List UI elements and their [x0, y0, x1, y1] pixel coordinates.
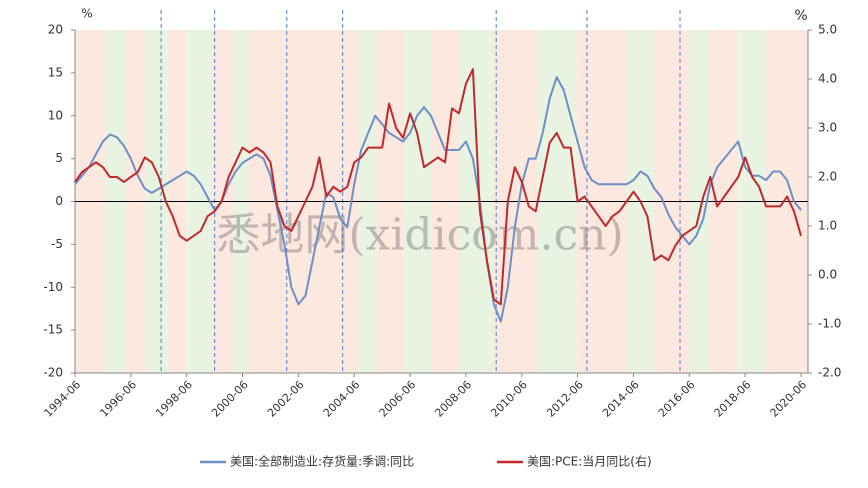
x-tick-label: 2008-06 — [432, 378, 474, 420]
series-line — [74, 68, 802, 306]
x-tick-label: 2004-06 — [321, 378, 363, 420]
y2-tick-label: -1.0 — [818, 317, 841, 331]
y2-tick-label: -2.0 — [818, 366, 841, 380]
x-tick-label: 2000-06 — [209, 378, 251, 420]
x-tick-label: 2012-06 — [544, 378, 586, 420]
y-tick-label: 10 — [48, 108, 63, 122]
x-tick-label: 1994-06 — [42, 378, 84, 420]
legend-label: 美国:PCE:当月同比(右) — [527, 454, 652, 469]
x-tick-label: 2014-06 — [600, 378, 642, 420]
x-tick-label: 2002-06 — [265, 378, 307, 420]
x-tick-label: 2010-06 — [488, 378, 530, 420]
y-tick-label: 5 — [55, 151, 63, 165]
y2-tick-label: 2.0 — [818, 170, 837, 184]
y2-tick-label: 5.0 — [818, 23, 837, 37]
y2-tick-label: 1.0 — [818, 219, 837, 233]
y2-tick-label: 0.0 — [818, 268, 837, 282]
y2-tick-label: 3.0 — [818, 121, 837, 135]
x-tick-label: 2016-06 — [656, 378, 698, 420]
series-line — [74, 76, 802, 323]
y-tick-label: -10 — [43, 280, 63, 294]
y-unit: % — [81, 7, 92, 21]
x-tick-label: 2006-06 — [377, 378, 419, 420]
watermark: 悉地网(xidicom.cn) — [216, 210, 623, 261]
y-tick-label: 20 — [48, 23, 63, 37]
x-tick-label: 1996-06 — [97, 378, 139, 420]
y-tick-label: -20 — [43, 366, 63, 380]
x-tick-label: 1998-06 — [153, 378, 195, 420]
y2-tick-label: 4.0 — [818, 72, 837, 86]
y-tick-label: 15 — [48, 65, 63, 79]
y2-unit: % — [794, 8, 807, 24]
y-tick-label: -5 — [51, 237, 63, 251]
x-tick-label: 2020-06 — [768, 378, 810, 420]
legend-label: 美国:全部制造业:存货量:季调:同比 — [230, 454, 414, 469]
y-tick-label: 0 — [55, 194, 63, 208]
x-tick-label: 2018-06 — [712, 378, 754, 420]
y-tick-label: -15 — [43, 323, 63, 337]
